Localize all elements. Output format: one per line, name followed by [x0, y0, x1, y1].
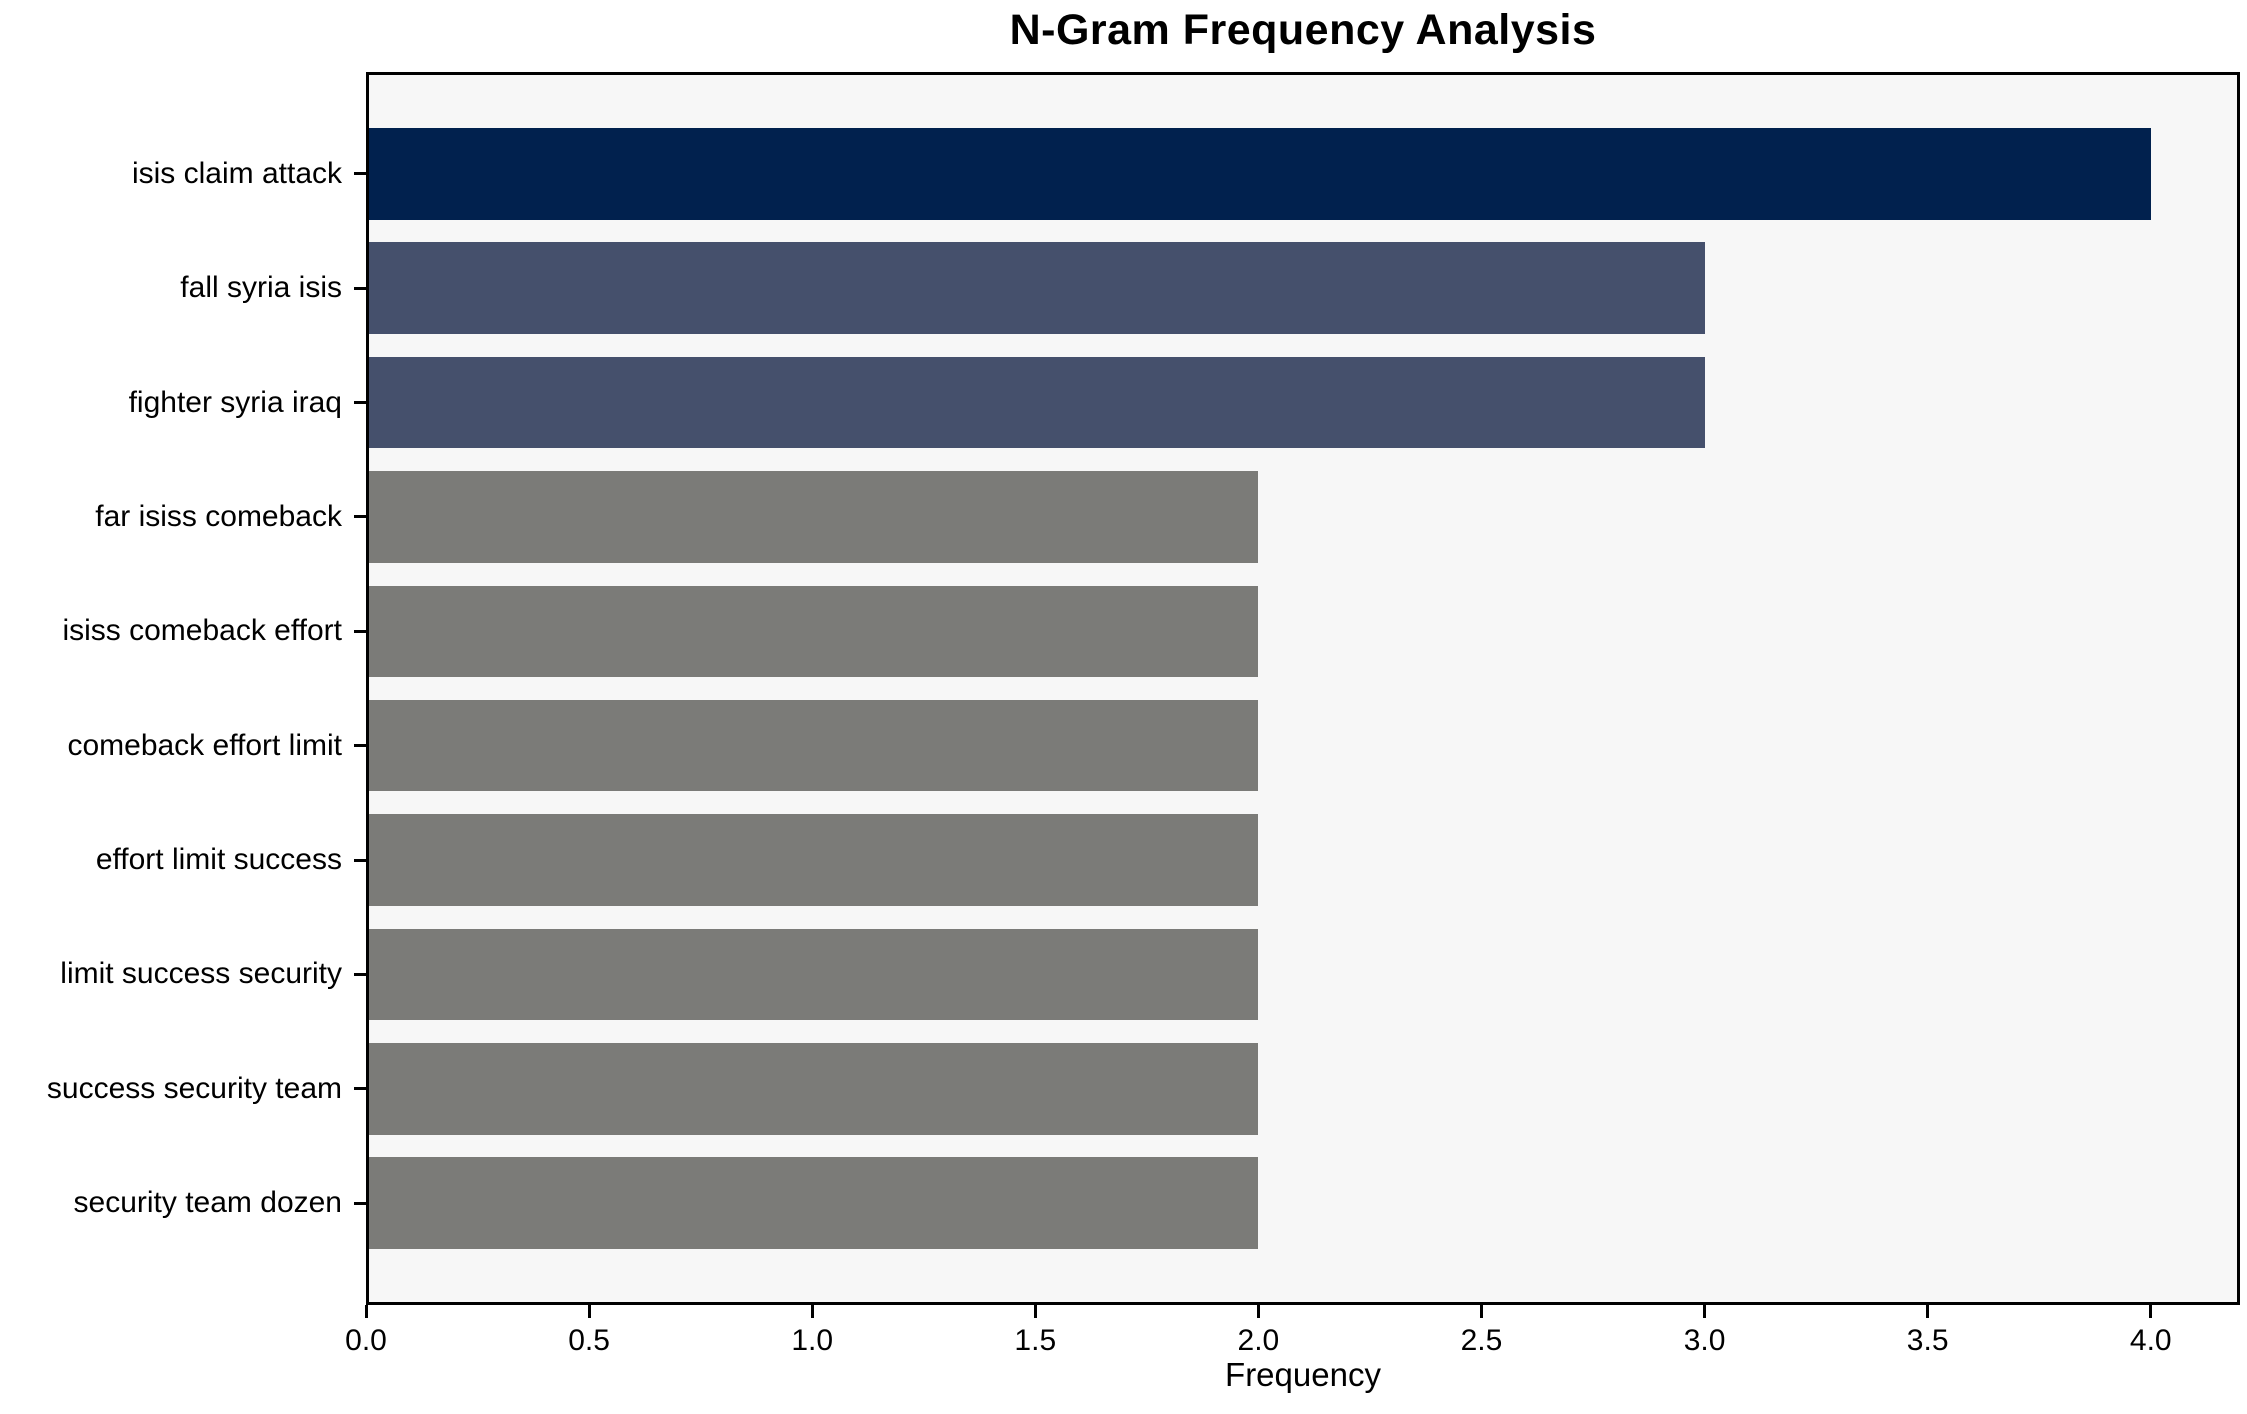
- x-tick-mark: [1479, 1305, 1483, 1318]
- y-tick-mark: [354, 286, 366, 290]
- x-tick-label: 4.0: [2129, 1324, 2172, 1357]
- bar-fall-syria-isis: [366, 242, 1705, 334]
- y-tick-label: far isiss comeback: [95, 499, 342, 533]
- bar-success-security-team: [366, 1043, 1259, 1135]
- x-tick-mark: [1033, 1305, 1037, 1318]
- y-tick-label: isiss comeback effort: [62, 614, 342, 648]
- x-axis-label: Frequency: [1225, 1356, 1381, 1393]
- x-tick-mark: [587, 1305, 591, 1318]
- y-tick-mark: [354, 858, 366, 862]
- x-tick-mark: [1703, 1305, 1707, 1318]
- x-tick-label: 1.0: [791, 1324, 834, 1357]
- y-tick-label: comeback effort limit: [67, 728, 342, 762]
- x-tick-mark: [810, 1305, 814, 1318]
- bar-comeback-effort-limit: [366, 699, 1259, 792]
- y-tick-label: fall syria isis: [180, 271, 342, 305]
- x-tick-label: 3.0: [1683, 1324, 1726, 1357]
- y-tick-label: limit success security: [60, 957, 342, 991]
- y-tick-label: isis claim attack: [131, 156, 342, 190]
- bar-isiss-comeback-effort: [366, 585, 1259, 678]
- bar-fighter-syria-iraq: [366, 356, 1705, 449]
- y-tick-label: security team dozen: [73, 1186, 342, 1220]
- x-tick-mark: [2149, 1305, 2153, 1318]
- y-tick-label: effort limit success: [95, 843, 342, 877]
- bar-security-team-dozen: [366, 1157, 1259, 1249]
- bar-effort-limit-success: [366, 814, 1259, 906]
- y-tick-mark: [354, 629, 366, 633]
- x-tick-label: 0.0: [345, 1324, 387, 1357]
- bar-far-isiss-comeback: [366, 471, 1259, 563]
- y-tick-mark: [354, 744, 366, 748]
- y-tick-mark: [354, 172, 366, 176]
- y-tick-mark: [354, 515, 366, 519]
- y-tick-mark: [354, 401, 366, 405]
- x-tick-label: 2.0: [1237, 1324, 1280, 1357]
- x-tick-mark: [1256, 1305, 1260, 1318]
- y-tick-label: fighter syria iraq: [128, 385, 342, 419]
- chart-title: N-Gram Frequency Analysis: [1009, 6, 1597, 54]
- y-tick-mark: [354, 1201, 366, 1205]
- y-tick-label: success security team: [46, 1071, 342, 1105]
- x-tick-mark: [1926, 1305, 1930, 1318]
- bar-isis-claim-attack: [366, 128, 2151, 220]
- y-tick-mark: [354, 1087, 366, 1091]
- x-tick-mark: [364, 1305, 368, 1318]
- y-tick-mark: [354, 972, 366, 976]
- x-tick-label: 3.5: [1906, 1324, 1949, 1357]
- x-tick-label: 0.5: [568, 1324, 610, 1357]
- x-tick-label: 2.5: [1460, 1324, 1503, 1357]
- x-tick-label: 1.5: [1014, 1324, 1057, 1357]
- bar-limit-success-security: [366, 928, 1259, 1021]
